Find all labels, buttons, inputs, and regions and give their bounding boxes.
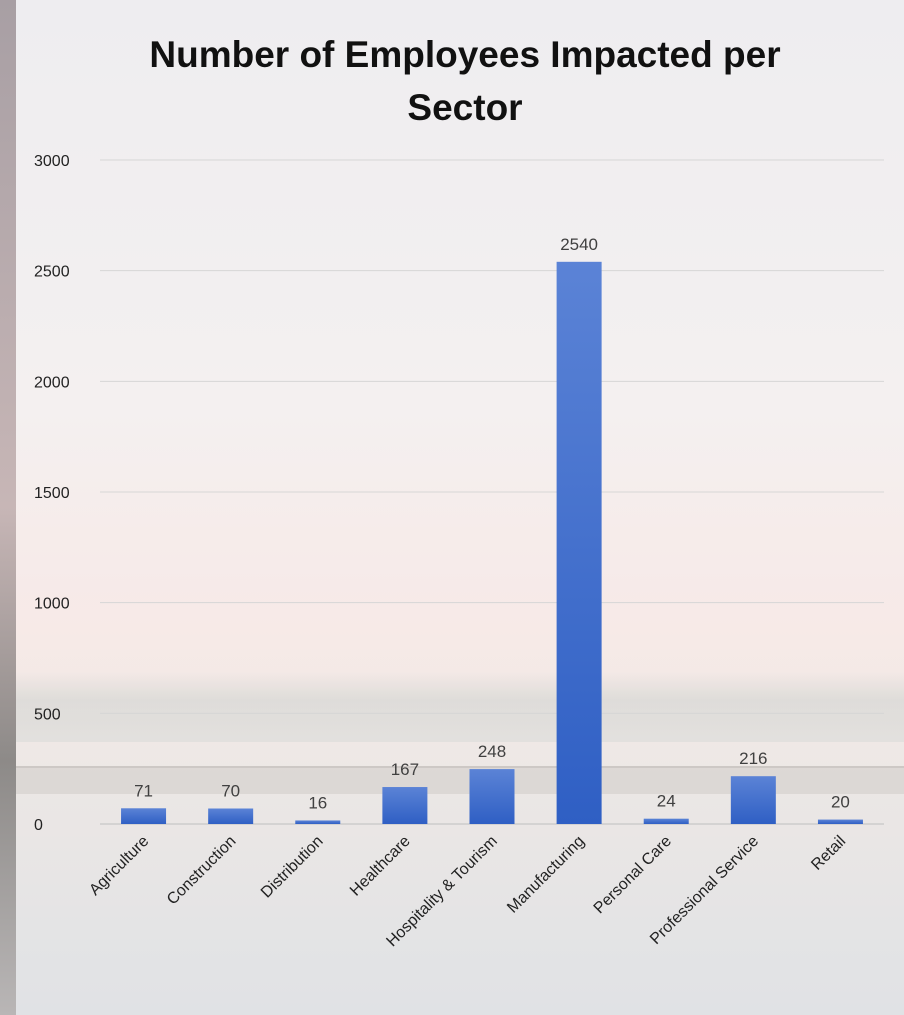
bar (469, 769, 515, 824)
data-label: 24 (657, 792, 676, 811)
data-label: 2540 (560, 235, 598, 254)
data-label: 167 (391, 760, 419, 779)
bars (121, 261, 863, 824)
bar (643, 818, 689, 824)
data-label: 216 (739, 749, 767, 768)
x-tick-label: Construction (164, 833, 240, 909)
data-label: 16 (308, 793, 327, 812)
background-edge (0, 0, 16, 1015)
x-tick-label: Distribution (258, 833, 327, 902)
x-axis: Agriculture Construction Distribution Healt… (86, 833, 849, 951)
data-label: 20 (831, 793, 850, 812)
bar (208, 808, 254, 824)
data-label: 248 (478, 742, 506, 761)
y-tick-label: 2000 (34, 374, 70, 391)
x-tick-label: Manufacturing (504, 833, 588, 917)
chart-panel (16, 0, 904, 1015)
chart-title: Number of Employees Impacted per Sector (149, 34, 781, 128)
background-hills (16, 672, 904, 742)
data-label: 70 (221, 782, 240, 801)
data-label: 71 (134, 781, 153, 800)
y-tick-label: 500 (34, 706, 61, 723)
bar (817, 819, 863, 824)
y-axis: 0 500 1000 1500 2000 2500 3000 (34, 153, 70, 834)
bar (556, 261, 602, 824)
y-tick-label: 1500 (34, 485, 70, 502)
bar (295, 820, 341, 824)
bar (121, 808, 167, 824)
gridlines (100, 159, 884, 825)
x-tick-label: Personal Care (591, 833, 675, 917)
y-tick-label: 3000 (34, 153, 70, 170)
y-tick-label: 2500 (34, 264, 70, 281)
x-tick-label: Agriculture (86, 833, 152, 899)
data-labels: 71 70 16 167 248 2540 24 216 20 (134, 235, 850, 813)
x-tick-label: Retail (808, 833, 849, 874)
bar (382, 787, 428, 824)
y-tick-label: 0 (34, 817, 43, 834)
bar (730, 776, 776, 824)
y-tick-label: 1000 (34, 596, 70, 613)
x-tick-label: Healthcare (347, 833, 414, 900)
